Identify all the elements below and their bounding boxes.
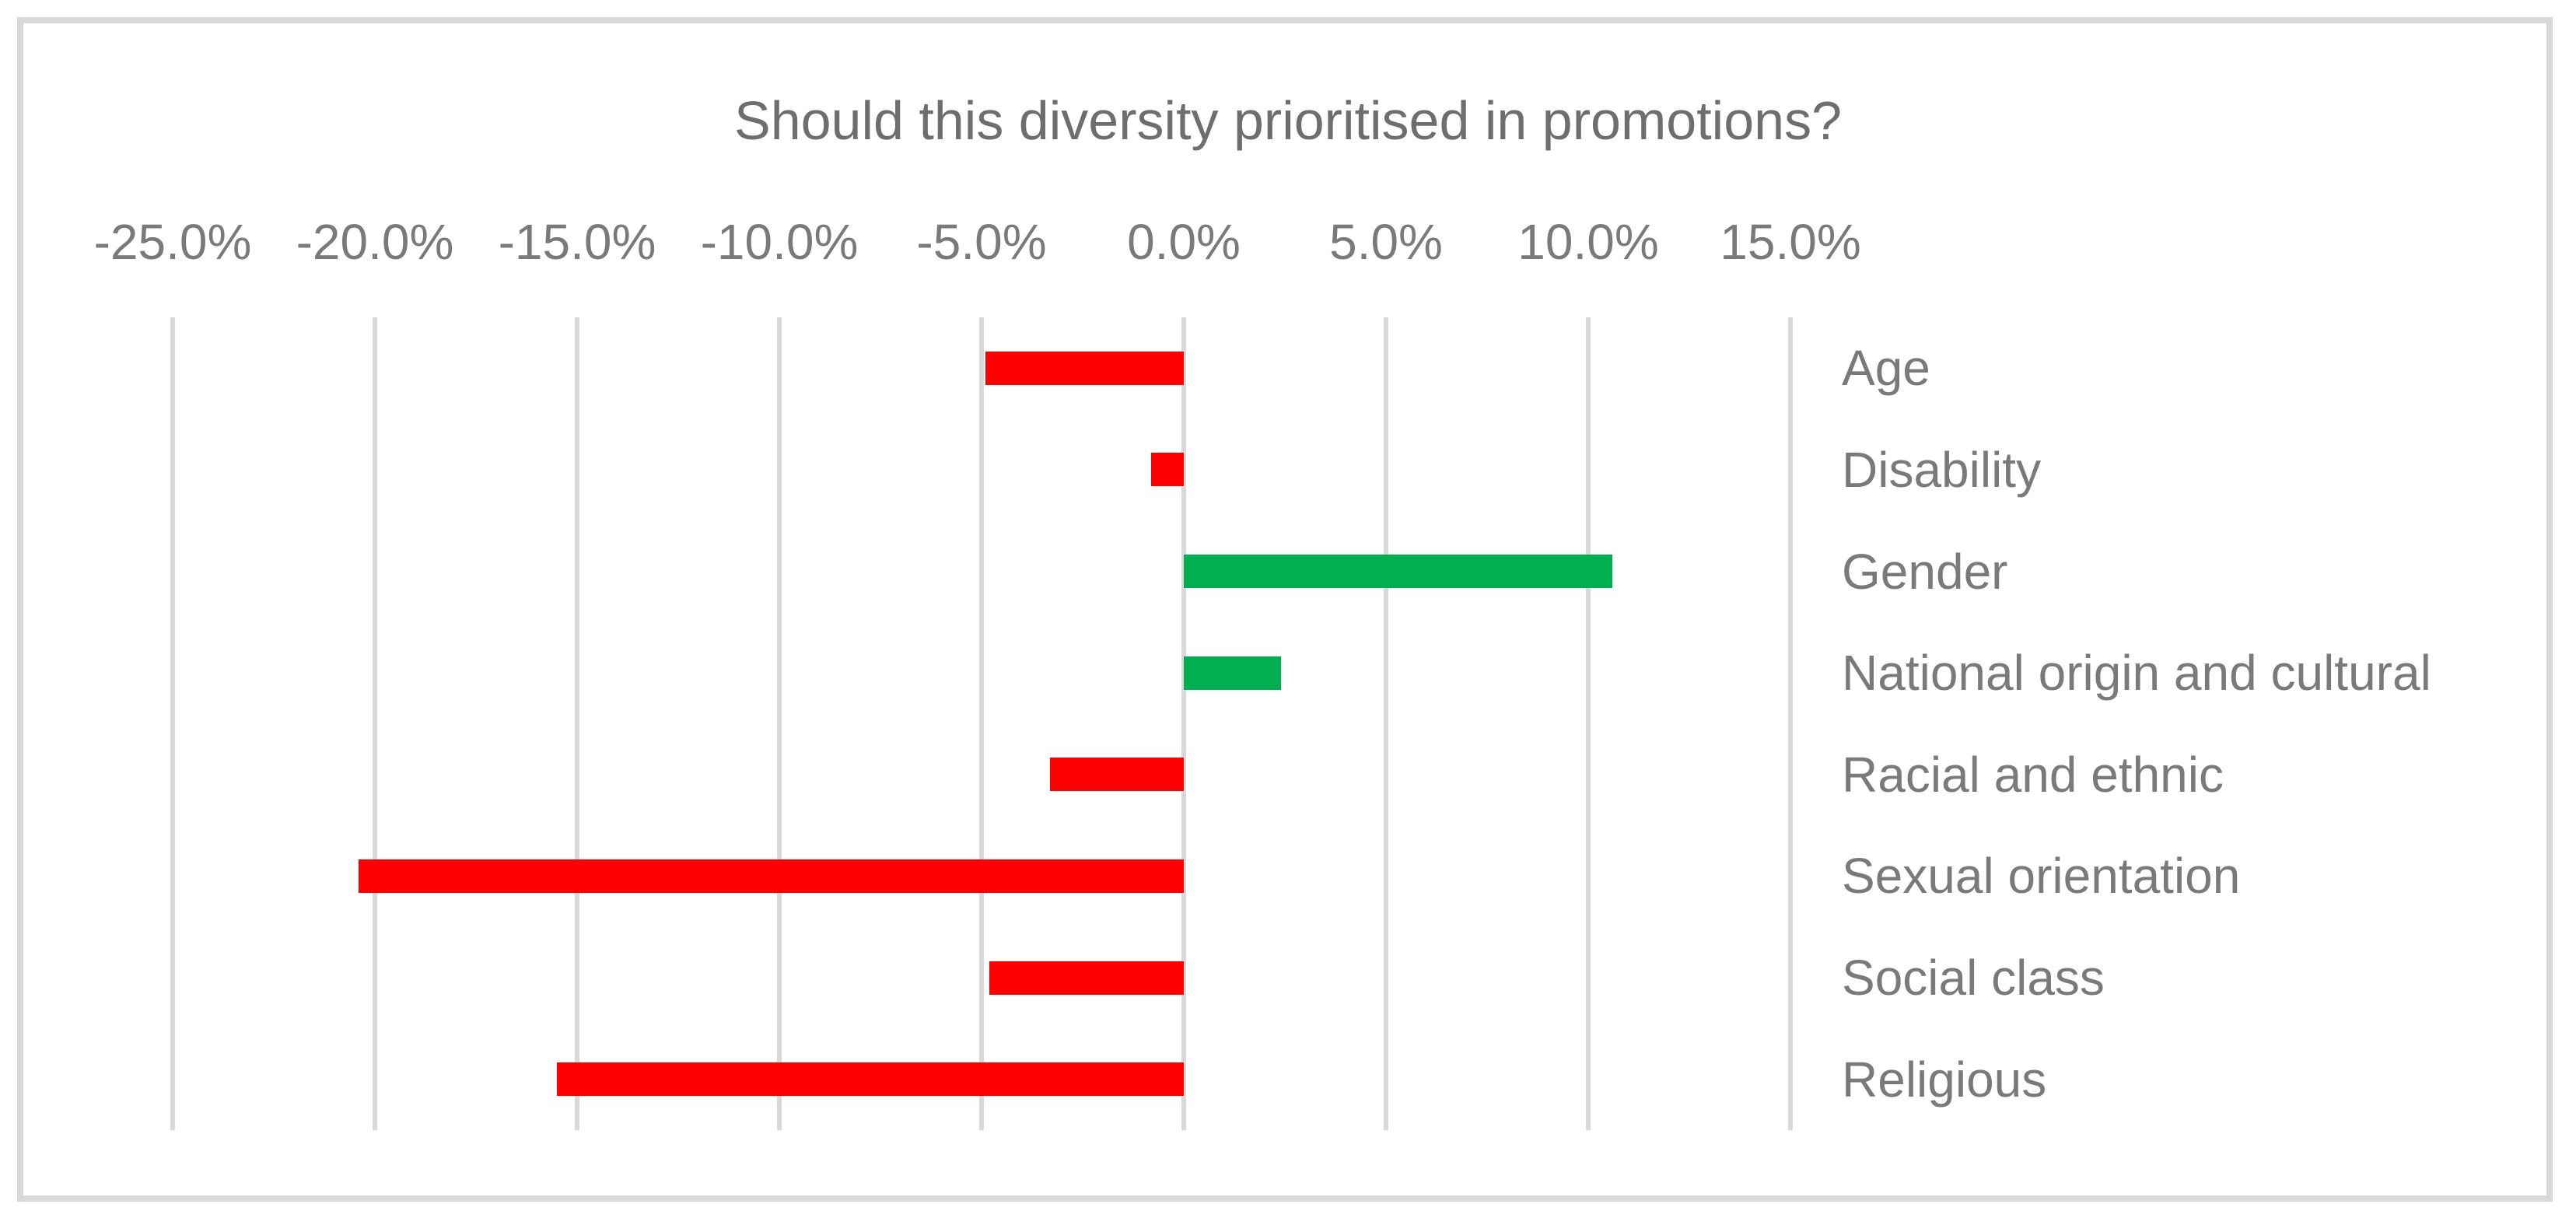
x-tick-label-15-0: 15.0% — [1720, 214, 1861, 270]
gridline-10 — [1586, 317, 1591, 1130]
category-label-disability: Disability — [1842, 441, 2042, 498]
category-label-gender: Gender — [1842, 543, 2008, 600]
x-tick-label-10-0: 10.0% — [1517, 214, 1659, 270]
x-tick-label-25-0: -25.0% — [93, 214, 252, 270]
chart-frame-border — [17, 17, 2553, 1202]
category-label-age: Age — [1842, 340, 1930, 397]
x-tick-label-15-0: -15.0% — [498, 214, 656, 270]
chart-title: Should this diversity prioritised in pro… — [734, 90, 1842, 151]
gridline-0 — [1181, 317, 1186, 1130]
category-label-national-origin-and-cultural: National origin and cultural — [1842, 645, 2431, 702]
gridline-25 — [170, 317, 175, 1130]
category-label-religious: Religious — [1842, 1051, 2047, 1108]
x-tick-label-5-0: 5.0% — [1329, 214, 1443, 270]
bar-religious — [557, 1062, 1184, 1097]
bar-gender — [1184, 555, 1613, 589]
gridline-5 — [979, 317, 984, 1130]
x-tick-label-20-0: -20.0% — [296, 214, 454, 270]
category-label-social-class: Social class — [1842, 950, 2105, 1006]
gridline-15 — [575, 317, 579, 1130]
plot-area — [170, 317, 1793, 1130]
bar-national-origin-and-cultural — [1184, 656, 1281, 690]
bar-racial-and-ethnic — [1050, 758, 1184, 792]
x-tick-label-5-0: -5.0% — [916, 214, 1047, 270]
gridline-15 — [1788, 317, 1793, 1130]
gridline-20 — [373, 317, 377, 1130]
gridline-5 — [1384, 317, 1388, 1130]
bar-social-class — [989, 961, 1184, 995]
x-tick-label-0-0: 0.0% — [1127, 214, 1241, 270]
bar-disability — [1151, 453, 1184, 487]
category-label-sexual-orientation: Sexual orientation — [1842, 848, 2241, 905]
category-label-racial-and-ethnic: Racial and ethnic — [1842, 746, 2224, 803]
bar-sexual-orientation — [359, 859, 1184, 893]
gridline-10 — [777, 317, 782, 1130]
bar-age — [985, 351, 1184, 385]
x-tick-label-10-0: -10.0% — [700, 214, 859, 270]
